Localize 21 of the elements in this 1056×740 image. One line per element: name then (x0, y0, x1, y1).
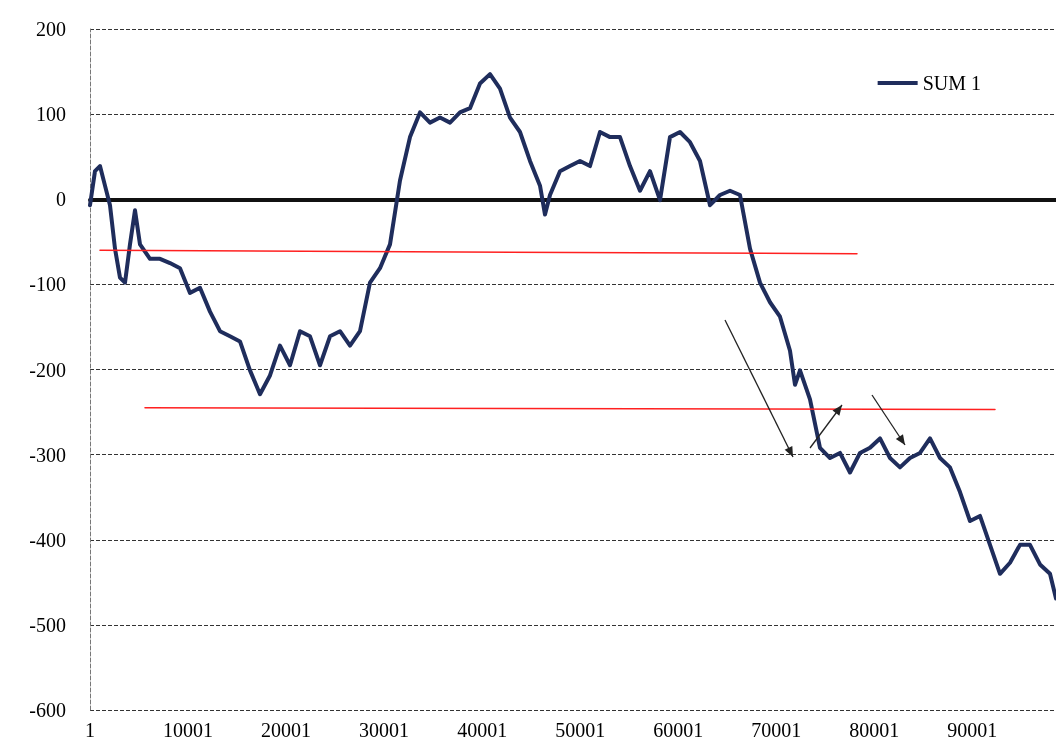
x-tick-label: 30001 (359, 719, 410, 740)
x-tick-label: 90001 (947, 719, 998, 740)
x-tick-label: 50001 (555, 719, 606, 740)
y-tick-label: 200 (36, 18, 66, 40)
x-tick-label: 1 (85, 719, 95, 740)
x-tick-label: 40001 (457, 719, 508, 740)
y-tick-label: -400 (29, 528, 66, 551)
line-series (88, 72, 1056, 601)
y-tick-label: -500 (29, 613, 66, 636)
x-tick-label: 70001 (751, 719, 802, 740)
y-tick-label: 100 (36, 103, 66, 126)
y-tick-label: -600 (29, 699, 66, 721)
y-tick-label: -100 (29, 273, 66, 296)
x-tick-label: 80001 (849, 719, 900, 740)
y-tick-label: -300 (29, 443, 66, 466)
y-tick-label: -200 (29, 358, 66, 381)
x-tick-label: 20001 (261, 719, 312, 740)
legend-label: SUM 1 (922, 72, 982, 94)
x-tick-label: 60001 (653, 719, 704, 740)
y-tick-label: 0 (56, 188, 66, 211)
x-tick-label: 10001 (163, 719, 214, 740)
